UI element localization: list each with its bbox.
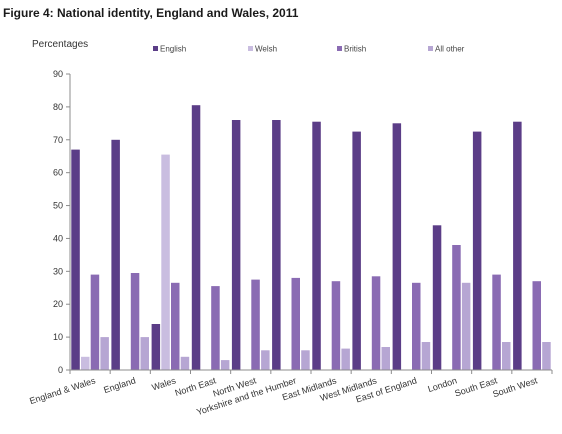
bar-british-north-west <box>251 279 260 370</box>
x-tick-label: England & Wales <box>28 375 97 406</box>
legend-label: All other <box>435 45 465 54</box>
bar-english-england <box>111 139 120 370</box>
bar-english-london <box>432 225 442 370</box>
bar-english-south-east <box>472 131 482 370</box>
bar-british-east-midlands <box>331 281 341 370</box>
bar-welsh-wales <box>161 154 170 370</box>
y-tick-label: 0 <box>58 365 63 375</box>
bar-all-other-east-midlands <box>341 348 350 370</box>
bar-british-east-of-england <box>412 282 421 370</box>
y-tick-label: 20 <box>53 299 63 309</box>
bar-british-yorkshire-and-the-humber <box>291 277 300 370</box>
y-tick-label: 30 <box>53 266 63 276</box>
bar-british-england-wales <box>90 274 100 370</box>
bar-all-other-east-of-england <box>421 342 431 370</box>
y-axis: Percentages 0 10 20 30 40 50 60 70 80 90 <box>32 39 88 375</box>
bar-british-south-west <box>532 281 541 370</box>
bar-british-west-midlands <box>371 276 381 370</box>
y-tick-label: 70 <box>53 135 63 145</box>
bar-all-other-south-west <box>542 342 551 370</box>
bar-british-wales <box>171 282 180 370</box>
legend-label: Welsh <box>255 45 277 54</box>
bar-english-north-west <box>231 120 241 370</box>
bar-english-south-west <box>513 121 522 370</box>
bar-british-south-east <box>492 274 501 370</box>
bar-english-north-east <box>191 105 201 370</box>
bar-all-other-north-west <box>261 350 270 370</box>
bar-all-other-west-midlands <box>381 347 390 370</box>
bar-all-other-south-east <box>502 342 511 370</box>
bar-all-other-london <box>461 282 471 370</box>
legend-label: British <box>344 45 366 54</box>
bar-welsh-england-wales <box>81 356 90 370</box>
legend: English Welsh British All other <box>153 45 465 54</box>
bar-english-east-midlands <box>312 121 321 370</box>
bar-all-other-yorkshire-and-the-humber <box>301 350 310 370</box>
bar-english-east-of-england <box>392 123 402 370</box>
legend-swatch <box>428 46 433 51</box>
y-tick-label: 40 <box>53 233 63 243</box>
y-tick-label: 80 <box>53 102 63 112</box>
bar-all-other-england <box>140 337 149 370</box>
x-tick-label: South West <box>491 375 539 399</box>
bar-all-other-england-wales <box>100 337 109 370</box>
legend-swatch <box>153 46 158 51</box>
x-tick-label: North East <box>174 375 218 398</box>
bars <box>71 105 551 370</box>
x-tick-label: England <box>102 375 137 395</box>
y-tick-label: 90 <box>53 69 63 79</box>
y-tick-label: 60 <box>53 168 63 178</box>
x-tick-label: South East <box>453 375 498 398</box>
legend-swatch <box>337 46 342 51</box>
bar-english-yorkshire-and-the-humber <box>272 120 281 370</box>
bar-english-england-wales <box>71 149 80 370</box>
y-tick-label: 50 <box>53 201 63 211</box>
bar-all-other-wales <box>180 356 190 370</box>
legend-label: English <box>160 45 186 54</box>
bar-all-other-north-east <box>220 360 230 370</box>
y-axis-label: Percentages <box>32 39 88 50</box>
y-tick-label: 10 <box>53 332 63 342</box>
bar-english-wales <box>151 324 161 370</box>
bar-british-north-east <box>211 286 220 370</box>
legend-swatch <box>248 46 253 51</box>
bar-english-west-midlands <box>352 131 361 370</box>
bar-british-london <box>452 245 461 370</box>
bar-british-england <box>130 273 140 370</box>
figure-title: Figure 4: National identity, England and… <box>3 6 299 20</box>
